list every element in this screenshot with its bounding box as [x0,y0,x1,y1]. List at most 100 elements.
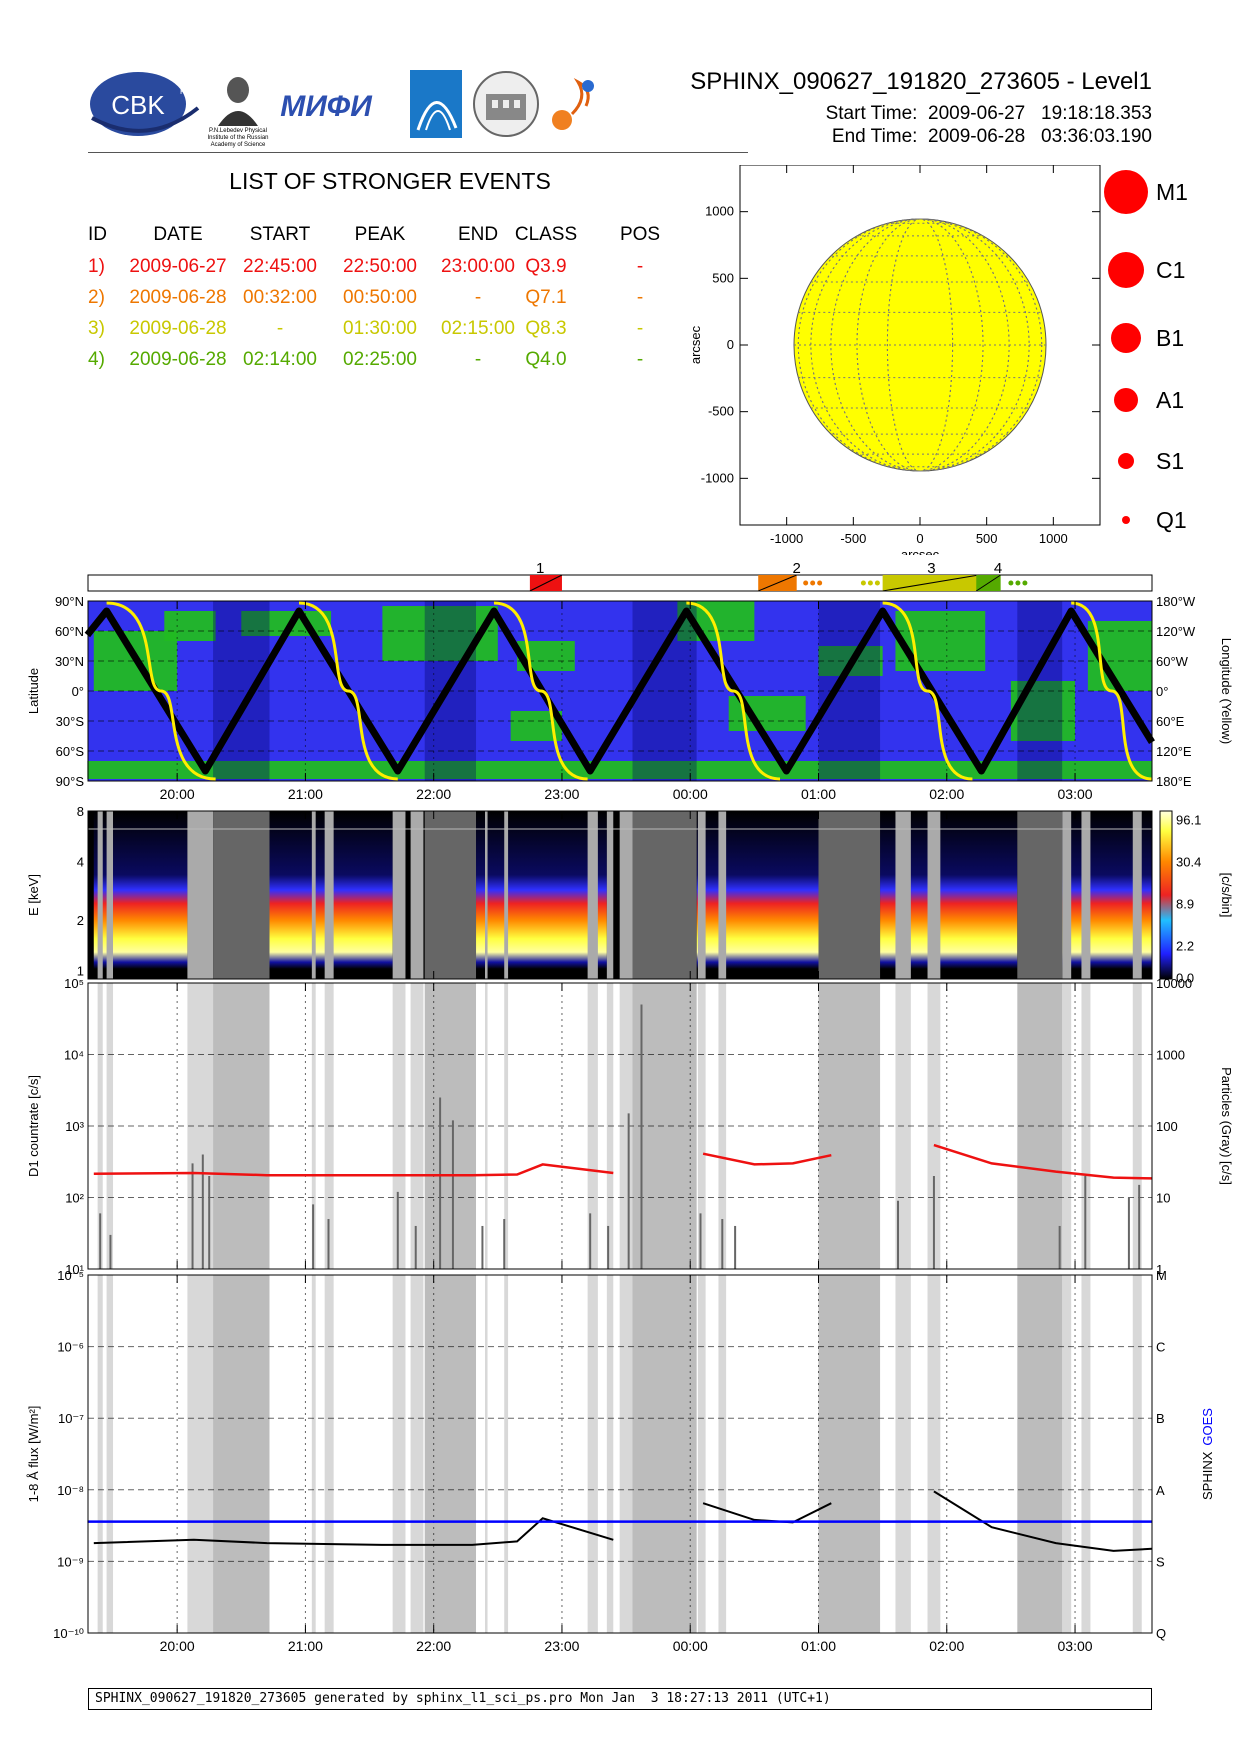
orbit-y2-axis-label: Longitude (Yellow) [1219,638,1234,744]
spectrogram-dark-gap [213,811,270,979]
orbit-time-label: 20:00 [160,786,195,802]
event-row-4-id: 4) [88,349,105,370]
orbit-lat-tick-label: 60°S [56,744,85,759]
events-header-col-date: DATE [153,224,203,245]
flux-light-gap [484,1275,488,1633]
event-bar-dots [803,580,809,586]
events-table: ID DATE START PEAK END CLASS POS 1) 2009-06-27 22… [0,0,700,400]
countrate-series-line [93,1143,1153,1180]
solar-longitude-gridline [830,218,1010,472]
colorbar-axis-label: [c/s/bin] [1219,873,1234,918]
class-legend-dot-a1 [1114,388,1138,412]
orbit-lon-tick-label: 60°E [1156,714,1185,729]
spectrogram-frame [87,810,1153,980]
countrate-y-tick-label: 10³ [65,1119,84,1134]
flux-light-gap [895,1275,911,1633]
countrate-y-tick-label: 10² [65,1191,84,1206]
event-bar-label-2: 2 [793,560,801,577]
spectrogram-energy-tick-label: 4 [77,854,84,869]
event-bar-diagonal-1 [529,574,563,592]
flux-light-gap [1062,1275,1072,1633]
class-legend-dot-b1 [1111,323,1141,353]
end-time-row: End Time: 2009-06-28 03:36:03.190 [700,126,1152,148]
spectrogram-light-gap [606,811,614,979]
orbit-longitude-curve [298,601,398,781]
orbit-frame [87,600,1153,782]
colorbar-tick-label: 2.2 [1176,938,1194,953]
countrate-y-tick-label: 10⁵ [64,976,84,991]
orbit-lat-tick-label: 60°N [55,624,84,639]
flux-class-tick-label: C [1156,1340,1165,1355]
end-time-value: 2009-06-28 03:36:03.190 [928,126,1152,147]
flux-frame [87,1274,1153,1634]
events-header-col-start: START [249,224,311,245]
colorbar-tick-label: 30.4 [1176,854,1201,869]
countrate-y2-tick-label: 100 [1156,1119,1178,1134]
sun-logo [552,78,594,130]
countrate-light-gap [1132,983,1142,1269]
spectrogram-light-gap [187,811,214,979]
solar-longitude-gridline [810,218,1030,472]
event-row-1-peak: 22:50:00 [343,256,417,277]
event-row-4-date: 2009-06-28 [129,349,227,370]
events-header-col-pos: POS [619,224,661,245]
class-legend-dot-c1 [1108,252,1144,288]
spectrogram-light-gap [484,811,488,979]
countrate-light-gap [484,983,488,1269]
flux-light-gap [504,1275,509,1633]
countrate-y2-tick-label: 10000 [1156,976,1192,991]
sun-y-axis-label: arcsec [690,325,703,364]
flux-light-gap [410,1275,424,1633]
event-row-3-id: 3) [88,318,105,339]
ifran-logo [410,70,462,138]
countrate-y-tick-label: 10⁴ [64,1048,84,1063]
spectrogram-energy-tick-label: 1 [77,964,84,979]
sun-y-tick-label: 1000 [705,204,734,219]
spectrogram-light-gap [324,811,334,979]
orbit-lat-tick-label: 0° [72,684,84,699]
spectrogram-light-gap [410,811,424,979]
flux-dark-gap [1017,1275,1063,1633]
class-legend-label-m1: M1 [1156,179,1188,205]
spectrogram-light-gap [504,811,509,979]
flux-light-gap [1081,1275,1091,1633]
mifi-logo: МИФИ [280,90,373,123]
event-bar-dots [1015,580,1021,586]
class-legend-dot-s1 [1118,453,1134,469]
orbit-time-label: 01:00 [801,786,836,802]
end-time-label: End Time: [831,126,918,147]
sun-x-tick-label: 500 [976,531,998,546]
event-bar-dots [860,580,866,586]
spectrogram-energy-tick-label: 2 [77,913,84,928]
flux-dark-gap [424,1275,477,1633]
orbit-lat-tick-label: 30°S [56,714,85,729]
time-series-panels: 1 2 3 4 90°N 180°W 60°N 120°W 30°N 60°W 0° 0° 30°S 60… [26,560,1234,1654]
event-row-4-class: Q4.0 [525,349,567,370]
flux-class-tick-label: M [1156,1268,1167,1283]
event-bar-dots [1022,580,1028,586]
event-row-4-end: - [474,349,482,370]
cbk-sub: PAN [180,87,196,96]
countrate-y-axis-label: D1 countrate [c/s] [26,1075,41,1177]
cbk-text: CBK [111,90,165,120]
event-row-1-id: 1) [88,256,105,277]
lebedev-caption-3: Academy of Science [211,142,266,148]
flux-time-label: 00:00 [673,1638,708,1654]
mifi-text: МИФИ [280,90,373,123]
class-legend-label-q1: Q1 [1156,507,1187,533]
flux-light-gap [106,1275,114,1633]
event-row-2-date: 2009-06-28 [129,287,227,308]
sun-y-tick-label: 500 [712,270,734,285]
event-row-1-end: 23:00:00 [441,256,515,277]
event-row-3-peak: 01:30:00 [343,318,417,339]
event-bar-label-1: 1 [536,560,544,577]
sun-x-tick-label: 1000 [1039,531,1068,546]
spectrogram-light-gap [697,811,706,979]
spectrogram-data-span [696,811,819,979]
class-legend-dot-m1 [1104,170,1148,214]
class-legend-label-b1: B1 [1156,325,1184,351]
flux-light-gap [1132,1275,1142,1633]
event-row-4-start: 02:14:00 [243,349,317,370]
flux-light-gap [187,1275,214,1633]
spectrogram-light-gap [1081,811,1091,979]
